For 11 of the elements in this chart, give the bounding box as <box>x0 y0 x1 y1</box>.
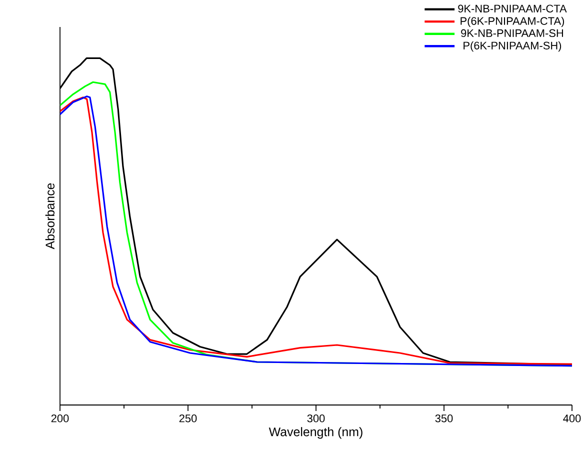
x-tick-label: 400 <box>563 414 581 422</box>
x-axis-title: Wavelength (nm) <box>268 427 362 439</box>
x-tick-label: 300 <box>307 414 325 422</box>
legend-label: P(6K-PNIPAAM-CTA) <box>460 16 564 28</box>
x-tick-label: 200 <box>51 414 69 422</box>
legend-label: 9K-NB-PNIPAAM-SH <box>461 29 563 38</box>
legend-label: 9K-NB-PNIPAAM-CTA <box>458 4 567 12</box>
x-tick-label: 250 <box>179 414 197 422</box>
x-tick-label: 350 <box>435 414 453 422</box>
legend-label: P(6K-PNIPAAM-SH) <box>464 41 562 52</box>
y-axis-title: Absorbance <box>45 183 54 250</box>
